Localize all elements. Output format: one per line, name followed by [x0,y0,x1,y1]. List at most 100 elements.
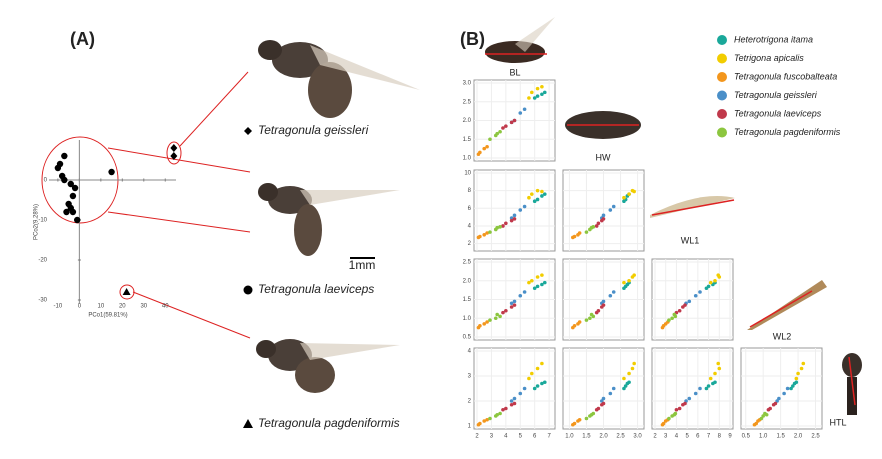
point [532,286,537,291]
point [495,412,499,417]
legend-label: Tetragonula laeviceps [258,282,374,296]
point [476,422,481,427]
point [608,208,613,212]
point [527,280,531,285]
x-tick-label: 40 [162,304,169,310]
x-tick-label: 2.5 [616,434,625,440]
point [532,199,537,204]
variable-label: WL2 [773,331,792,341]
point [773,401,778,406]
legend-marker [717,109,727,119]
point [509,120,514,125]
point [476,325,481,330]
point [683,303,687,307]
point [785,386,790,391]
point [627,380,631,385]
point [522,290,527,294]
point [608,293,613,298]
panel-frame [473,347,556,430]
point [482,146,487,151]
x-tick-label: 2.5 [811,434,820,440]
point [622,199,626,204]
y-tick-label: 2.5 [463,99,472,105]
x-tick-label: 1.0 [759,434,768,440]
point [485,320,489,324]
legend-marker [243,285,253,295]
point [518,111,523,115]
point [501,126,505,130]
point [775,399,779,403]
point [766,407,771,412]
point [577,320,582,324]
point [122,288,131,295]
point [677,308,682,313]
specimen-images [256,17,862,415]
point [693,293,698,298]
point [660,422,665,427]
legend-marker [717,53,727,64]
x-tick-label: 6 [696,434,700,440]
point [485,231,489,235]
legend-label: Tetrigona apicalis [734,53,804,63]
point [611,204,616,209]
point [535,384,540,388]
x-tick-label: 3 [664,434,668,440]
point [540,84,544,89]
point [672,412,677,417]
point [512,303,517,307]
point [540,282,544,287]
point [63,208,70,216]
point [542,380,547,385]
point [752,422,757,427]
point [54,164,62,172]
point [476,235,481,240]
point [571,422,575,427]
y-tick-label: -10 [38,218,47,224]
x-tick-label: 2.0 [794,434,803,440]
legend-marker [244,127,252,135]
point [687,396,692,401]
x-tick-label: 5 [519,434,523,440]
y-tick-label: 1 [468,424,472,430]
y-tick-label: 3 [468,374,472,380]
point [498,411,502,416]
point [794,380,799,385]
x-tick-label: 3 [490,434,494,440]
point [799,366,804,371]
point [522,386,527,391]
point [509,305,514,309]
point [504,406,508,411]
point [518,391,523,396]
point [794,376,799,381]
point [674,407,679,412]
point [509,216,514,220]
point [67,180,74,188]
y-tick-label: 0.5 [463,335,472,341]
variable-label: HW [596,152,611,162]
x-tick-label: 1.0 [565,434,574,440]
point [69,192,77,200]
point [622,280,626,285]
point [540,189,544,194]
point [622,376,626,381]
point [601,213,606,218]
point [512,396,517,401]
point [495,225,499,230]
y-tick-label: 3.0 [463,81,472,87]
y-tick-label: 2 [468,399,472,405]
legend-marker [717,127,727,138]
point [498,225,502,229]
point [170,152,178,160]
point [611,290,616,294]
point [632,189,636,194]
legend-label: Tetragonula laeviceps [734,108,822,118]
point [540,381,544,386]
point [601,401,606,406]
y-tick-label: 1.0 [463,316,472,322]
point [670,316,674,321]
point [759,416,764,421]
point [716,273,721,277]
callouts [41,71,251,339]
point [108,168,115,176]
panel-frame [740,347,823,430]
